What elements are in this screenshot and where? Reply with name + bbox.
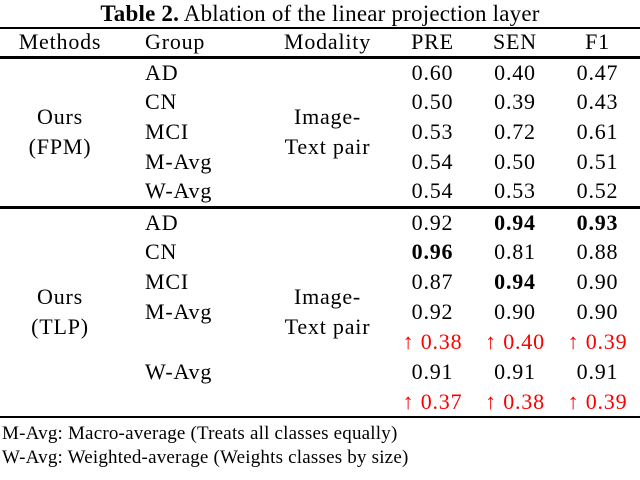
table-row: CN 0.96 0.81 0.88 — [0, 237, 640, 267]
sen-value: 0.91 — [494, 359, 536, 384]
group-cell: M-Avg — [145, 299, 213, 324]
section-fpm: Ours (FPM) AD Image- Text pair 0.60 0.40… — [0, 57, 640, 207]
modality-cell-fpm: Image- Text pair — [265, 57, 390, 207]
table-row: Ours (FPM) AD Image- Text pair 0.60 0.40… — [0, 57, 640, 159]
improvement-row: ↑ 0.38 ↑ 0.40 ↑ 0.39 — [0, 327, 640, 357]
f1-value: 0.91 — [576, 359, 619, 384]
table-row: M-Avg 0.54 0.50 0.51 — [0, 147, 640, 177]
table-row: MCI 0.53 0.72 0.61 — [0, 117, 640, 147]
table-caption-text: Ablation of the linear projection layer — [179, 1, 540, 26]
f1-value: 0.61 — [576, 119, 619, 144]
section-tlp: Ours (TLP) AD Image- Text pair 0.92 0.94… — [0, 207, 640, 417]
modality-line1: Image- — [293, 104, 362, 129]
group-cell: M-Avg — [145, 149, 213, 174]
method-name: Ours — [37, 104, 83, 129]
f1-value-best: 0.93 — [576, 209, 619, 235]
pre-value: 0.87 — [411, 269, 454, 294]
sen-value: 0.81 — [494, 239, 536, 264]
column-header-methods: Methods — [18, 29, 102, 55]
sen-value: 0.40 — [494, 59, 536, 85]
sen-improvement: ↑ 0.38 — [485, 388, 545, 414]
f1-value: 0.90 — [576, 299, 619, 324]
header-row: Methods Group Modality PRE SEN F1 — [0, 28, 640, 57]
pre-value: 0.50 — [411, 89, 454, 114]
modality-line1: Image- — [293, 284, 362, 310]
table-header: Methods Group Modality PRE SEN F1 — [0, 28, 640, 57]
ablation-table: Methods Group Modality PRE SEN F1 Ours (… — [0, 27, 640, 418]
table-row: W-Avg 0.91 0.91 0.91 — [0, 357, 640, 387]
group-cell: AD — [145, 59, 179, 85]
modality-line2: Text pair — [284, 314, 371, 340]
f1-value: 0.88 — [576, 239, 619, 264]
table-row: CN 0.50 0.39 0.43 — [0, 87, 640, 117]
column-header-group: Group — [145, 29, 206, 55]
modality-line2: Text pair — [284, 134, 371, 159]
method-cell-tlp: Ours (TLP) — [0, 207, 120, 417]
method-variant: (FPM) — [28, 134, 92, 159]
column-header-pre: PRE — [411, 29, 454, 55]
method-variant: (TLP) — [31, 314, 89, 340]
column-header-f1: F1 — [585, 29, 610, 55]
f1-value: 0.51 — [576, 149, 619, 174]
pre-value: 0.92 — [411, 299, 454, 324]
pre-value: 0.91 — [411, 359, 454, 384]
sen-value-best: 0.94 — [494, 269, 536, 294]
group-cell — [120, 387, 265, 417]
table-caption-label: Table 2. — [100, 1, 180, 26]
f1-value: 0.47 — [576, 59, 619, 85]
table-row: M-Avg 0.92 0.90 0.90 — [0, 297, 640, 327]
sen-value: 0.72 — [494, 119, 536, 144]
group-cell — [120, 327, 265, 357]
method-name: Ours — [37, 284, 83, 310]
table-row: W-Avg 0.54 0.53 0.52 — [0, 177, 640, 207]
sen-value: 0.50 — [494, 149, 536, 174]
group-cell: CN — [145, 89, 178, 114]
sen-improvement: ↑ 0.40 — [485, 329, 545, 354]
pre-value: 0.53 — [411, 119, 454, 144]
column-header-modality: Modality — [283, 29, 372, 55]
column-header-sen: SEN — [493, 29, 537, 55]
method-cell-fpm: Ours (FPM) — [0, 57, 120, 207]
pre-value: 0.60 — [411, 59, 454, 85]
f1-value: 0.90 — [576, 269, 619, 294]
f1-improvement: ↑ 0.39 — [567, 329, 628, 354]
footnote-m-avg: M-Avg: Macro-average (Treats all classes… — [2, 423, 398, 444]
pre-value: 0.92 — [411, 209, 454, 235]
table-row: Ours (TLP) AD Image- Text pair 0.92 0.94… — [0, 207, 640, 340]
sen-value: 0.53 — [494, 178, 536, 204]
group-cell: CN — [145, 239, 178, 264]
footnote-w-avg: W-Avg: Weighted-average (Weights classes… — [2, 447, 409, 468]
pre-value-best: 0.96 — [411, 239, 454, 264]
modality-cell-tlp: Image- Text pair — [265, 207, 390, 417]
pre-value: 0.54 — [411, 178, 454, 204]
f1-improvement: ↑ 0.39 — [567, 388, 628, 414]
sen-value: 0.39 — [494, 89, 536, 114]
group-cell: MCI — [145, 119, 189, 144]
f1-value: 0.43 — [576, 89, 619, 114]
group-cell: MCI — [145, 269, 189, 294]
pre-improvement: ↑ 0.37 — [402, 388, 463, 414]
f1-value: 0.52 — [576, 178, 619, 204]
group-cell: W-Avg — [145, 178, 213, 204]
group-cell: AD — [145, 209, 179, 235]
table-footnotes: M-Avg: Macro-average (Treats all classes… — [0, 422, 640, 470]
group-cell: W-Avg — [145, 359, 213, 384]
sen-value: 0.90 — [494, 299, 536, 324]
table-row: MCI 0.87 0.94 0.90 — [0, 267, 640, 297]
sen-value-best: 0.94 — [494, 209, 536, 235]
improvement-row: ↑ 0.37 ↑ 0.38 ↑ 0.39 — [0, 387, 640, 417]
pre-improvement: ↑ 0.38 — [402, 329, 463, 354]
pre-value: 0.54 — [411, 149, 454, 174]
table-caption: Table 2. Ablation of the linear projecti… — [0, 0, 640, 27]
